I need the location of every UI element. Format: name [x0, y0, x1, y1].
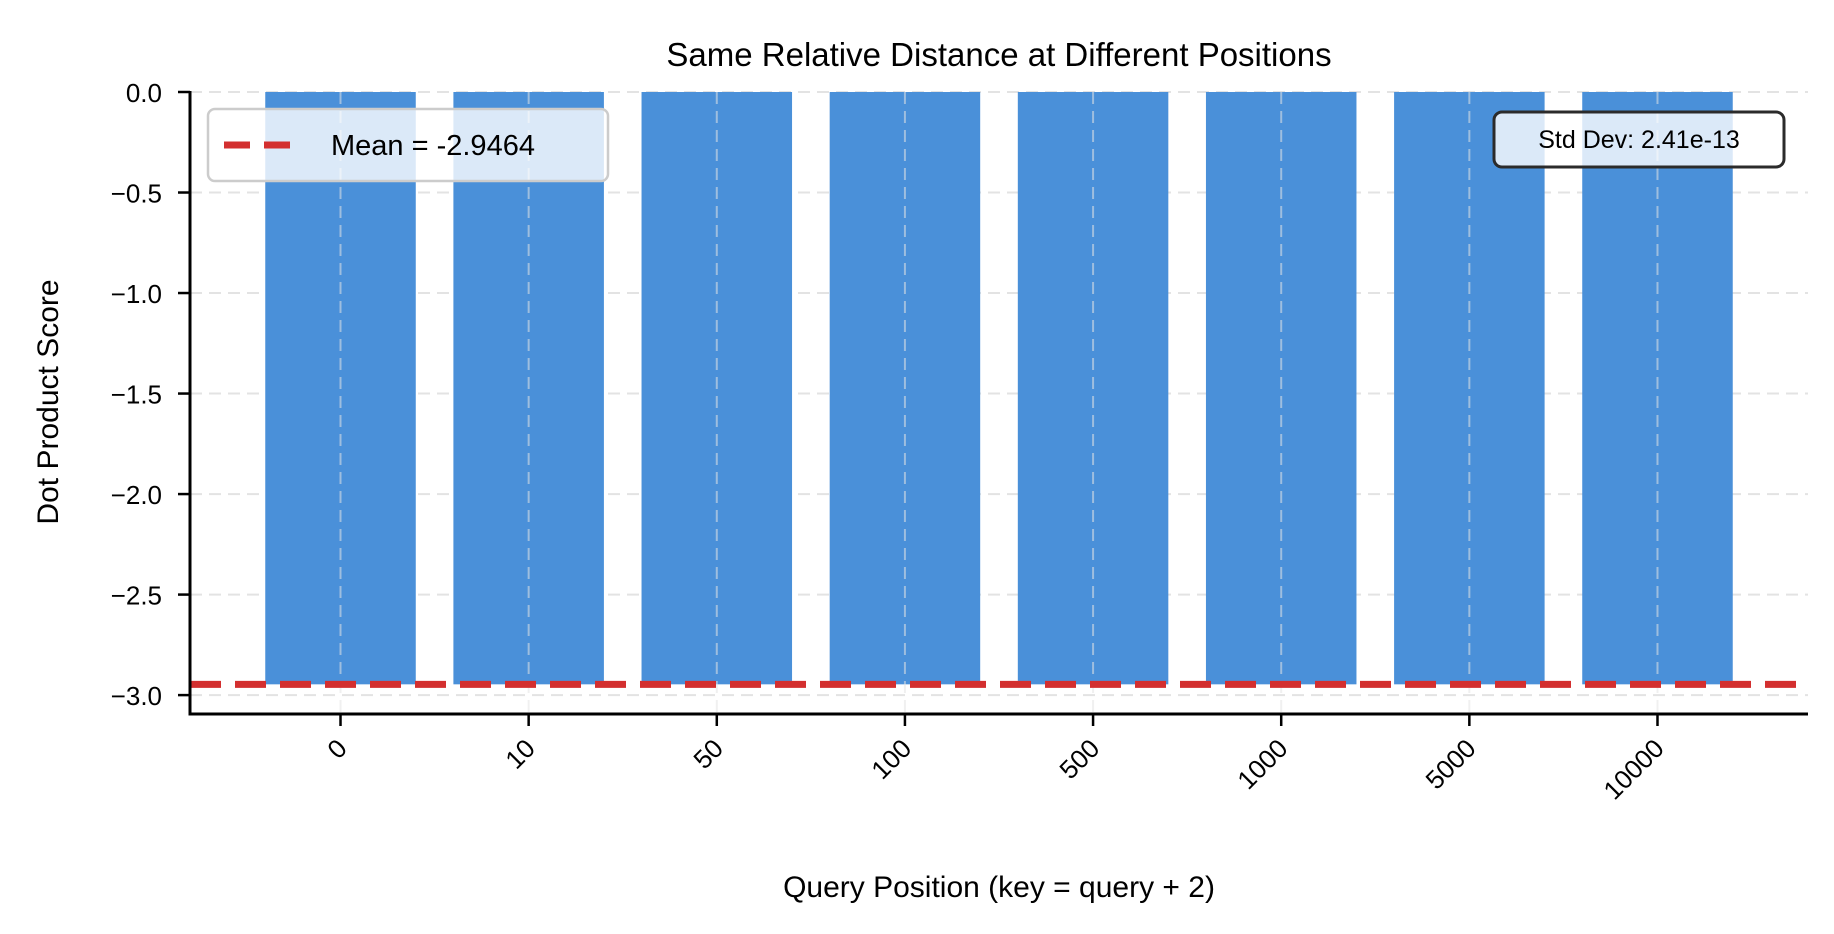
- legend-label: Mean = -2.9464: [331, 130, 535, 162]
- legend: Mean = -2.9464: [206, 107, 610, 183]
- grid-lines: [190, 91, 1808, 697]
- y-tick-label: −1.0: [111, 279, 162, 309]
- x-tick-label: 0: [321, 733, 352, 764]
- annotation-box: [1492, 110, 1786, 169]
- y-axis-ticks: 0.0 −0.5 −1.0 −1.5 −2.0 −2.5 −3.0: [111, 78, 190, 711]
- y-tick-label: −2.0: [111, 480, 162, 510]
- std-dev-annotation: Std Dev: 2.41e-13: [1492, 110, 1786, 169]
- axes: [188, 91, 1808, 716]
- y-tick-label: −0.5: [111, 179, 162, 209]
- y-tick-label: −2.5: [111, 581, 162, 611]
- y-axis-label: Dot Product Score: [32, 279, 65, 524]
- x-tick-label: 500: [1053, 733, 1105, 785]
- annotation-label: Std Dev: 2.41e-13: [1538, 126, 1740, 154]
- bars: [265, 92, 1733, 714]
- x-tick-label: 5000: [1419, 733, 1481, 795]
- x-tick-label: 1000: [1231, 733, 1293, 795]
- chart-title: Same Relative Distance at Different Posi…: [666, 36, 1331, 73]
- x-tick-label: 10000: [1597, 733, 1669, 805]
- legend-box: [206, 107, 610, 183]
- x-axis-label: Query Position (key = query + 2): [783, 871, 1215, 904]
- x-tick-label: 50: [687, 733, 729, 775]
- x-tick-label: 10: [499, 733, 541, 775]
- y-tick-label: −1.5: [111, 380, 162, 410]
- x-tick-label: 100: [865, 733, 917, 785]
- y-tick-label: 0.0: [126, 78, 162, 108]
- y-tick-label: −3.0: [111, 681, 162, 711]
- x-axis-ticks: 0 10 50 100 500 1000 5000 10000: [321, 714, 1670, 805]
